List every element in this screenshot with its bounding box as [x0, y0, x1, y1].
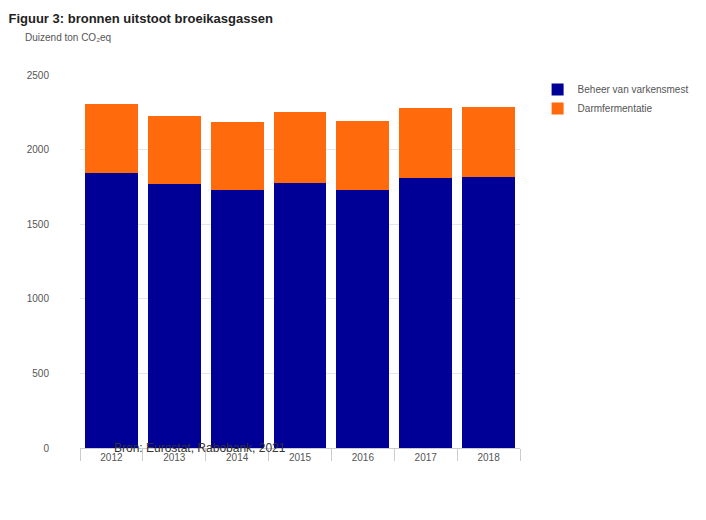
svg-text:Darmfermentatie: Darmfermentatie [578, 103, 653, 114]
svg-text:Figuur 3: bronnen uitstoot bro: Figuur 3: bronnen uitstoot broeikasgasse… [8, 11, 272, 26]
svg-text:2500: 2500 [27, 70, 50, 81]
svg-text:2013: 2013 [163, 452, 186, 463]
svg-text:2000: 2000 [27, 144, 50, 155]
svg-text:2012: 2012 [100, 452, 123, 463]
svg-text:2016: 2016 [352, 452, 375, 463]
svg-text:2018: 2018 [477, 452, 500, 463]
svg-text:2017: 2017 [415, 452, 438, 463]
svg-text:2014: 2014 [226, 452, 249, 463]
svg-text:2015: 2015 [289, 452, 312, 463]
svg-text:Duizend ton CO₂eq: Duizend ton CO₂eq [25, 32, 111, 43]
svg-text:Bron: Eurostat, Rabobank, 2021: Bron: Eurostat, Rabobank, 2021 [114, 441, 286, 455]
svg-text:1000: 1000 [27, 293, 50, 304]
svg-text:Beheer van varkensmest: Beheer van varkensmest [578, 84, 689, 95]
svg-text:500: 500 [32, 368, 49, 379]
svg-text:1500: 1500 [27, 219, 50, 230]
svg-text:0: 0 [43, 443, 49, 454]
